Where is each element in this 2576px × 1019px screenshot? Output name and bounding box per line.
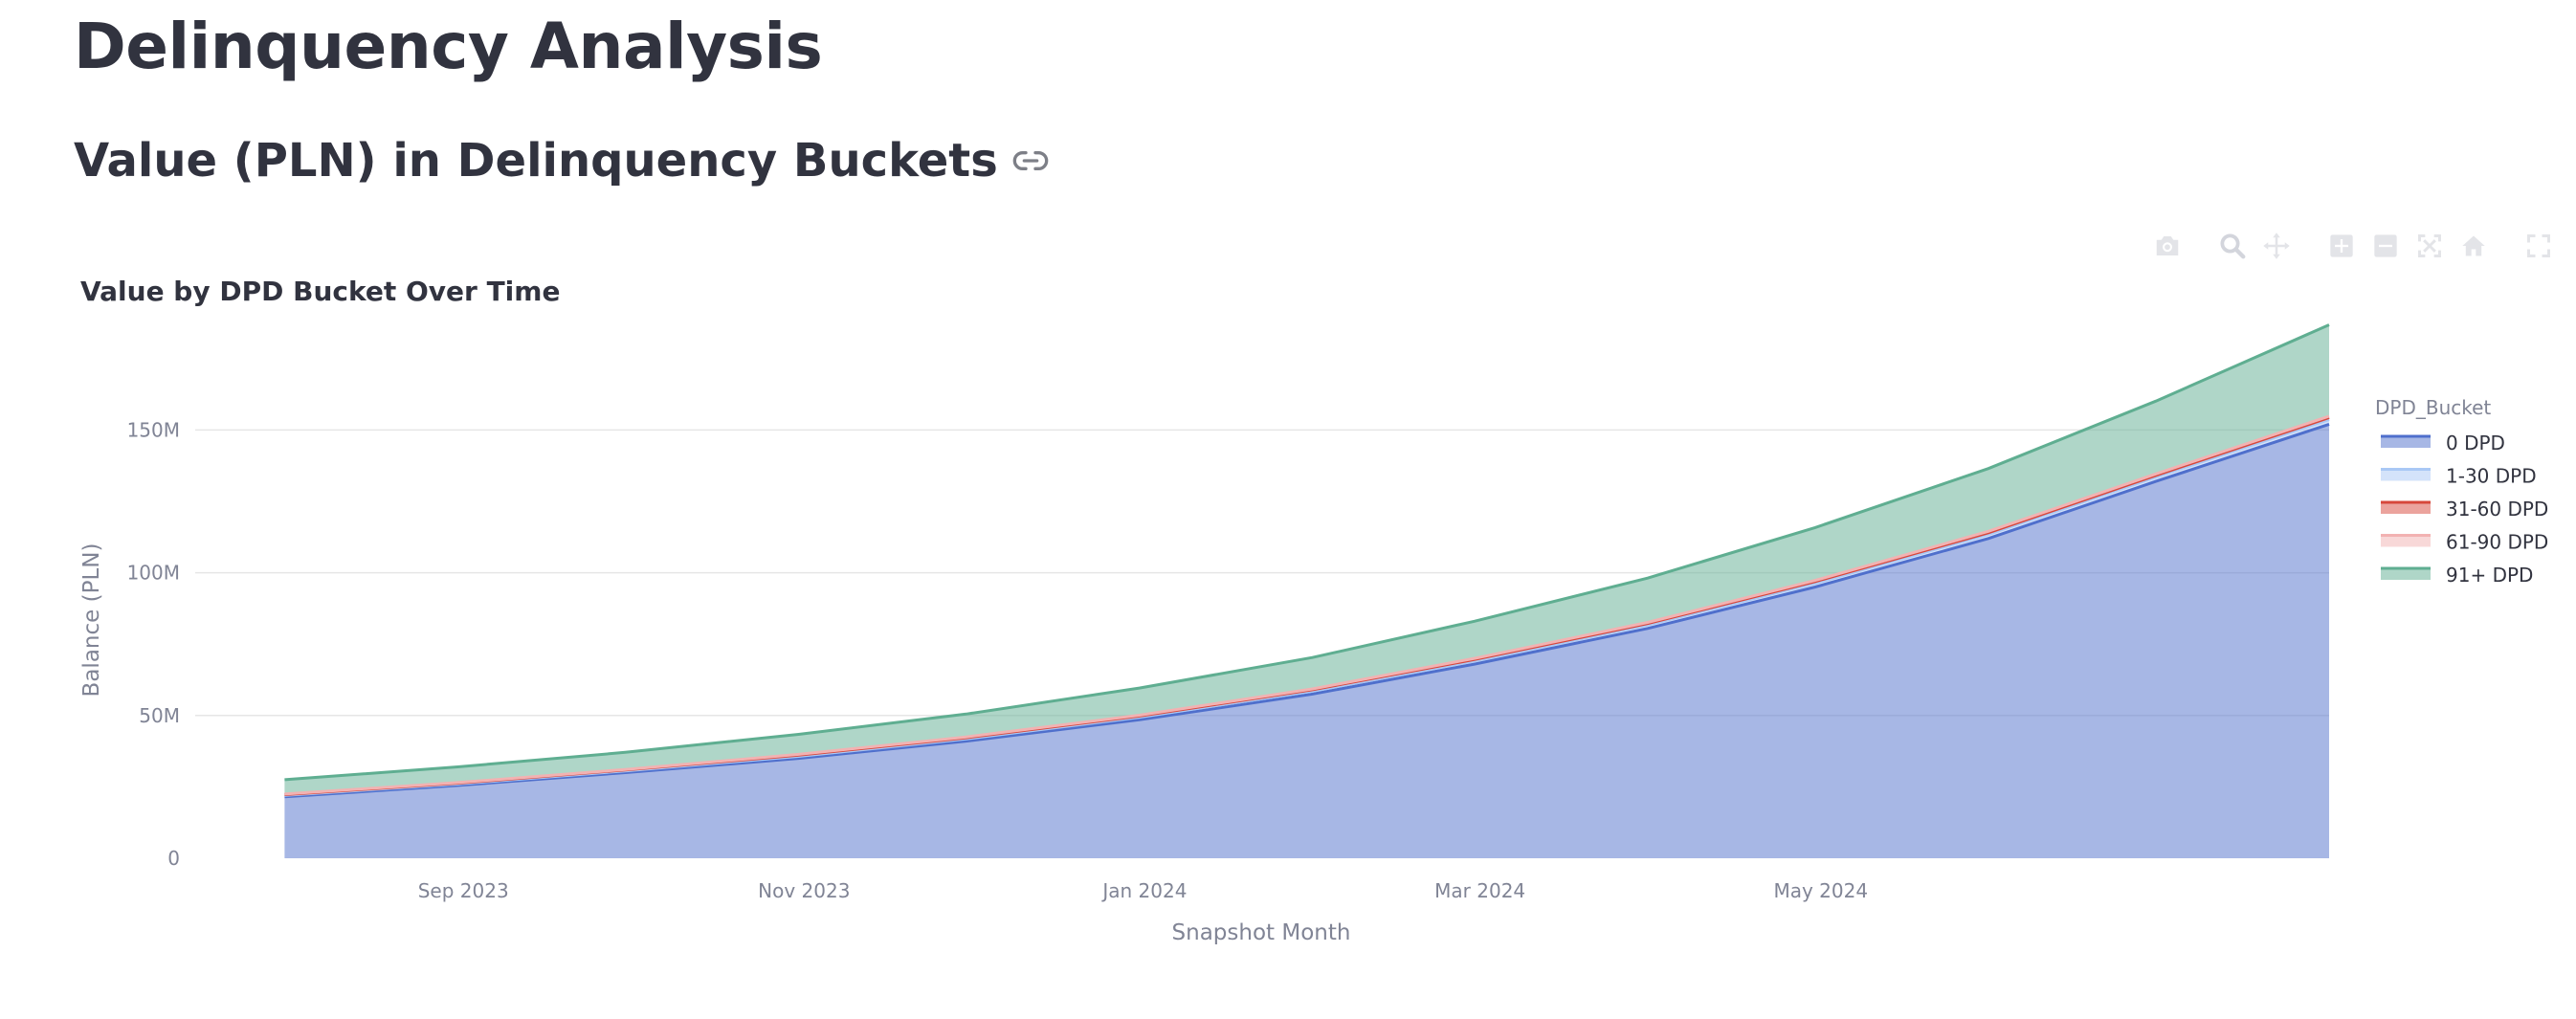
x-tick-label: Sep 2023 (418, 879, 509, 902)
legend-item[interactable]: 1-30 DPD (2381, 465, 2537, 488)
camera-icon[interactable] (2149, 230, 2186, 262)
link-icon[interactable] (1011, 142, 1050, 180)
page-title: Delinquency Analysis (74, 10, 823, 83)
legend-label: 31-60 DPD (2446, 498, 2548, 521)
y-axis-ticks: 0 50M 100M 150M (127, 418, 180, 870)
y-tick-label: 100M (127, 562, 180, 585)
chart-title: Value by DPD Bucket Over Time (80, 276, 560, 307)
section-title: Value (PLN) in Delinquency Buckets (74, 134, 998, 188)
legend-item[interactable]: 91+ DPD (2381, 564, 2533, 587)
legend-swatch (2381, 502, 2431, 514)
legend-swatch (2381, 535, 2431, 547)
legend: DPD_Bucket 0 DPD 1-30 DPD 31-60 DPD 61-90 D… (2375, 396, 2548, 587)
zoom-icon[interactable] (2214, 230, 2251, 262)
line-61-90-dpd (284, 414, 2330, 796)
legend-item[interactable]: 31-60 DPD (2381, 498, 2548, 521)
fullscreen-icon[interactable] (2520, 230, 2557, 262)
line-0-dpd (284, 422, 2330, 799)
legend-label: 91+ DPD (2446, 564, 2533, 587)
pan-icon[interactable] (2258, 230, 2295, 262)
zoom-in-icon[interactable] (2323, 230, 2360, 262)
legend-swatch (2381, 568, 2431, 580)
legend-title: DPD_Bucket (2375, 396, 2491, 419)
area-0-dpd (284, 424, 2330, 858)
legend-label: 1-30 DPD (2446, 465, 2537, 488)
area-chart: Value by DPD Bucket Over Time 0 50M 100M 15… (0, 258, 2576, 986)
section-header: Value (PLN) in Delinquency Buckets (74, 127, 1050, 194)
x-tick-label: Nov 2023 (758, 879, 850, 902)
chart-modebar (2149, 230, 2557, 262)
autoscale-icon[interactable] (2411, 230, 2448, 262)
line-91-dpd (284, 323, 2330, 782)
legend-item[interactable]: 61-90 DPD (2381, 531, 2548, 554)
legend-item[interactable]: 0 DPD (2381, 432, 2505, 454)
y-axis-label: Balance (PLN) (79, 543, 104, 698)
x-tick-label: Jan 2024 (1100, 879, 1187, 902)
legend-swatch (2381, 436, 2431, 448)
home-icon[interactable] (2455, 230, 2492, 262)
y-tick-label: 50M (139, 704, 180, 727)
zoom-out-icon[interactable] (2367, 230, 2404, 262)
y-tick-label: 0 (167, 847, 180, 870)
legend-label: 61-90 DPD (2446, 531, 2548, 554)
legend-label: 0 DPD (2446, 432, 2505, 454)
x-axis-label: Snapshot Month (1172, 920, 1351, 945)
y-tick-label: 150M (127, 418, 180, 441)
series-lines (284, 323, 2330, 799)
x-tick-label: Mar 2024 (1434, 879, 1525, 902)
legend-swatch (2381, 469, 2431, 481)
area-series (284, 324, 2330, 858)
x-axis-ticks: Sep 2023 Nov 2023 Jan 2024 Mar 2024 May 2024 (418, 879, 1868, 902)
chart-svg: Value by DPD Bucket Over Time 0 50M 100M 15… (79, 276, 2548, 945)
x-tick-label: May 2024 (1773, 879, 1868, 902)
